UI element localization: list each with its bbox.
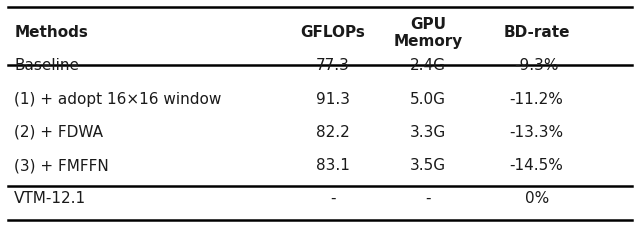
- Text: -14.5%: -14.5%: [509, 158, 564, 173]
- Text: -9.3%: -9.3%: [515, 59, 559, 74]
- Text: Methods: Methods: [14, 25, 88, 40]
- Text: 83.1: 83.1: [316, 158, 349, 173]
- Text: GFLOPs: GFLOPs: [300, 25, 365, 40]
- Text: 91.3: 91.3: [316, 92, 349, 107]
- Text: -13.3%: -13.3%: [509, 125, 564, 140]
- Text: 2.4G: 2.4G: [410, 59, 446, 74]
- Text: 5.0G: 5.0G: [410, 92, 446, 107]
- Text: BD-rate: BD-rate: [504, 25, 570, 40]
- Text: VTM-12.1: VTM-12.1: [14, 191, 86, 206]
- Text: Baseline: Baseline: [14, 59, 79, 74]
- Text: (3) + FMFFN: (3) + FMFFN: [14, 158, 109, 173]
- Text: (1) + adopt 16×16 window: (1) + adopt 16×16 window: [14, 92, 221, 107]
- Text: 3.5G: 3.5G: [410, 158, 446, 173]
- Text: 82.2: 82.2: [316, 125, 349, 140]
- Text: -11.2%: -11.2%: [509, 92, 564, 107]
- Text: (2) + FDWA: (2) + FDWA: [14, 125, 103, 140]
- Text: 3.3G: 3.3G: [410, 125, 447, 140]
- Text: GPU
Memory: GPU Memory: [394, 17, 463, 49]
- Text: 0%: 0%: [525, 191, 548, 206]
- Text: -: -: [330, 191, 335, 206]
- Text: -: -: [426, 191, 431, 206]
- Text: 77.3: 77.3: [316, 59, 349, 74]
